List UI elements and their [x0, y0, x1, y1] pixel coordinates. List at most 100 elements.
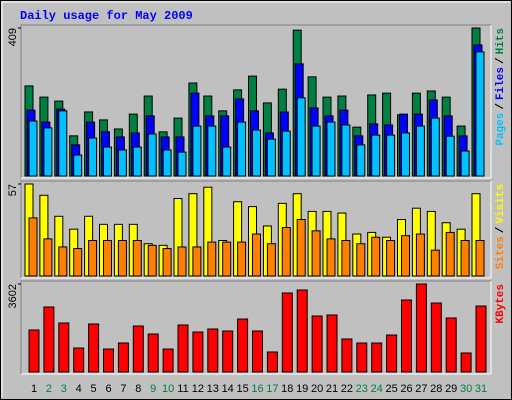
bar — [43, 127, 53, 177]
bar — [415, 233, 425, 277]
bar — [28, 120, 38, 177]
bar — [460, 239, 470, 277]
legend: Pages / Files / Hits — [495, 28, 507, 146]
bar — [445, 317, 457, 373]
legend-entry: KBytes — [495, 284, 507, 324]
bar — [356, 243, 366, 277]
bar — [207, 125, 217, 177]
bar — [401, 132, 410, 177]
x-tick-label: 19 — [296, 383, 308, 395]
bar — [460, 352, 472, 373]
x-tick-label: 30 — [460, 383, 472, 395]
legend-entry: Pages — [495, 113, 507, 146]
bar — [430, 249, 440, 277]
bar — [103, 146, 112, 177]
bar — [311, 230, 321, 277]
bar — [117, 149, 127, 177]
x-tick-label: 8 — [135, 383, 141, 395]
x-tick-label: 25 — [385, 383, 397, 395]
bar — [103, 239, 112, 277]
x-tick-label: 28 — [430, 383, 442, 395]
bar — [73, 347, 85, 373]
bar — [162, 348, 174, 373]
legend-entry: Files — [495, 67, 507, 100]
bar — [103, 348, 114, 373]
bar — [177, 324, 189, 373]
x-tick-label: 6 — [105, 383, 111, 395]
x-tick-label: 9 — [150, 383, 156, 395]
bar — [147, 133, 157, 177]
bar — [326, 121, 336, 177]
bar — [43, 238, 53, 277]
bar — [475, 51, 485, 177]
bar — [28, 217, 38, 277]
bar — [296, 97, 306, 177]
x-tick-label: 23 — [356, 383, 368, 395]
bar — [401, 235, 410, 277]
bar — [326, 314, 338, 373]
legend-separator: / — [495, 57, 507, 64]
bar — [356, 144, 366, 177]
legend-entry: Sites — [495, 236, 507, 269]
bar — [281, 227, 291, 277]
bar — [192, 246, 202, 277]
legend: Sites / Visits — [495, 184, 507, 269]
bar — [296, 219, 306, 277]
bar — [147, 333, 159, 373]
bar — [311, 125, 321, 177]
bar — [341, 239, 351, 277]
legend: KBytes — [495, 284, 507, 324]
bar — [281, 130, 291, 177]
bar — [445, 135, 455, 177]
legend-separator: / — [495, 103, 507, 110]
bar — [252, 330, 263, 373]
bar — [73, 248, 83, 277]
bar — [222, 146, 232, 177]
bar — [326, 238, 336, 277]
bar — [58, 246, 68, 277]
bar — [43, 306, 55, 373]
bar — [266, 351, 278, 373]
bar — [460, 150, 470, 177]
bar — [371, 342, 383, 373]
x-tick-label: 22 — [341, 383, 353, 395]
bar — [177, 151, 187, 177]
bar — [88, 239, 98, 277]
x-tick-label: 17 — [266, 383, 278, 395]
bar — [147, 244, 157, 277]
bar — [386, 334, 398, 373]
bar — [207, 241, 217, 277]
bar — [192, 331, 204, 373]
y-tick-label: 409 — [7, 28, 19, 46]
x-tick-label: 10 — [162, 383, 174, 395]
bar — [117, 342, 129, 373]
bar — [311, 315, 323, 373]
bar — [162, 248, 172, 277]
bar — [281, 292, 293, 373]
x-tick-label: 27 — [415, 383, 427, 395]
bar — [237, 241, 247, 277]
x-tick-label: 16 — [251, 383, 263, 395]
bar — [73, 154, 83, 177]
bar — [252, 233, 261, 277]
bar — [341, 338, 353, 373]
x-tick-label: 1 — [31, 383, 37, 395]
bar — [117, 239, 127, 277]
y-tick-label: 57 — [7, 184, 19, 196]
bar — [252, 129, 261, 177]
bar — [132, 325, 144, 373]
x-tick-label: 11 — [177, 383, 188, 395]
bar — [386, 134, 396, 177]
x-tick-label: 20 — [311, 383, 323, 395]
y-tick-label: 3602 — [7, 284, 19, 308]
x-tick-label: 12 — [192, 383, 204, 395]
bar — [162, 149, 172, 177]
x-tick-label: 31 — [475, 383, 487, 395]
x-tick-label: 4 — [76, 383, 82, 395]
bar — [386, 239, 396, 277]
bar — [445, 231, 455, 277]
bar — [266, 138, 276, 177]
x-tick-label: 29 — [445, 383, 457, 395]
